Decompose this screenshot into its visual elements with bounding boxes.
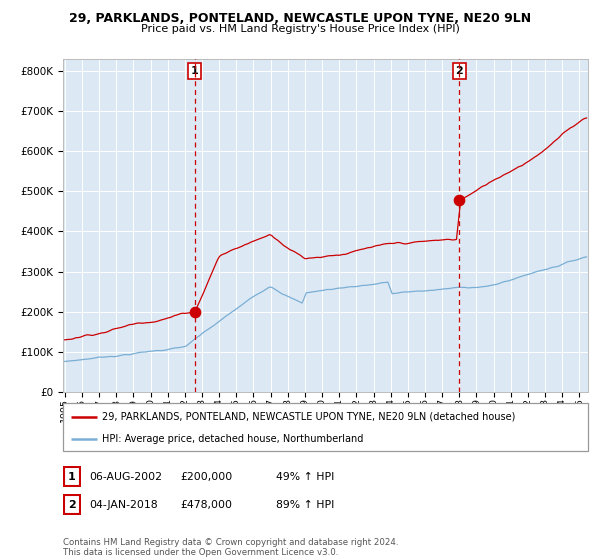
Text: 2: 2 [68, 500, 76, 510]
FancyBboxPatch shape [64, 467, 80, 486]
Text: 04-JAN-2018: 04-JAN-2018 [89, 500, 157, 510]
Text: 1: 1 [68, 472, 76, 482]
Text: 49% ↑ HPI: 49% ↑ HPI [276, 472, 334, 482]
Text: 29, PARKLANDS, PONTELAND, NEWCASTLE UPON TYNE, NE20 9LN: 29, PARKLANDS, PONTELAND, NEWCASTLE UPON… [69, 12, 531, 25]
Text: 06-AUG-2002: 06-AUG-2002 [89, 472, 162, 482]
Text: £200,000: £200,000 [180, 472, 232, 482]
Point [190, 307, 200, 316]
Text: HPI: Average price, detached house, Northumberland: HPI: Average price, detached house, Nort… [103, 434, 364, 444]
FancyBboxPatch shape [64, 495, 80, 514]
Text: £478,000: £478,000 [180, 500, 232, 510]
FancyBboxPatch shape [63, 403, 588, 451]
Text: 1: 1 [191, 66, 199, 76]
Text: 2: 2 [455, 66, 463, 76]
Text: 29, PARKLANDS, PONTELAND, NEWCASTLE UPON TYNE, NE20 9LN (detached house): 29, PARKLANDS, PONTELAND, NEWCASTLE UPON… [103, 412, 516, 422]
Text: 89% ↑ HPI: 89% ↑ HPI [276, 500, 334, 510]
Point [455, 195, 464, 204]
Text: Price paid vs. HM Land Registry's House Price Index (HPI): Price paid vs. HM Land Registry's House … [140, 24, 460, 34]
Text: Contains HM Land Registry data © Crown copyright and database right 2024.
This d: Contains HM Land Registry data © Crown c… [63, 538, 398, 557]
